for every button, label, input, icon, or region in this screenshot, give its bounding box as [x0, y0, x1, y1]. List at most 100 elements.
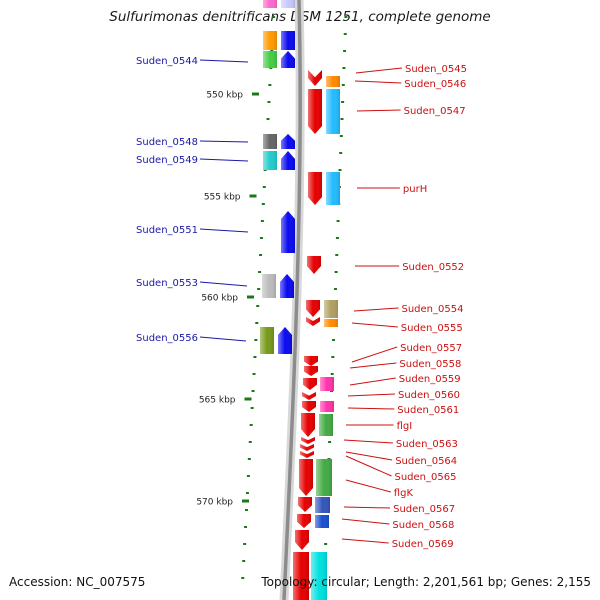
reverse-gene-arrow-shade — [300, 444, 314, 451]
gene-box-shade — [320, 377, 334, 391]
reverse-gene-arrow-shade — [303, 378, 317, 390]
leader-line-right — [347, 393, 396, 397]
gene-label-right: Suden_0565 — [395, 472, 457, 483]
guide-dot — [245, 509, 249, 511]
reverse-gene-arrow-shade — [295, 530, 309, 550]
gene-box-shade — [262, 274, 276, 298]
scale-tick — [252, 92, 259, 96]
guide-dot — [259, 254, 263, 256]
accession-text: Accession: NC_007575 — [9, 575, 146, 589]
leader-line-right — [343, 439, 393, 444]
gene-box-shade — [326, 76, 340, 87]
forward-gene-arrow-shade — [280, 274, 294, 298]
gene-label-right: Suden_0561 — [397, 405, 459, 416]
leader-line-left — [199, 140, 249, 143]
gene-label-right: flgI — [397, 421, 413, 432]
guide-dot — [246, 475, 250, 477]
guide-dot — [341, 84, 345, 86]
gene-label-right: purH — [403, 184, 427, 195]
gene-box-shade — [315, 497, 330, 513]
gene-box-shade — [326, 172, 340, 205]
guide-dot — [258, 271, 262, 273]
guide-dot — [335, 237, 339, 239]
leader-line-left — [199, 59, 249, 63]
gene-label-right: Suden_0554 — [402, 304, 464, 315]
guide-dot — [330, 373, 334, 375]
guide-dot — [343, 50, 347, 52]
reverse-gene-arrow-shade — [302, 401, 316, 412]
reverse-gene-arrow-shade — [308, 70, 322, 86]
leader-line-right — [353, 307, 399, 312]
gene-box-shade — [263, 51, 277, 68]
gene-label-right: Suden_0563 — [396, 439, 458, 450]
gene-label-left: Suden_0556 — [136, 333, 198, 344]
guide-dot — [260, 220, 264, 222]
gene-label-left: Suden_0551 — [136, 225, 198, 236]
forward-gene-arrow-shade — [278, 327, 292, 354]
gene-label-right: Suden_0557 — [400, 343, 462, 354]
guide-dot — [268, 84, 272, 86]
gene-label-right: Suden_0569 — [392, 539, 454, 550]
leader-line-right — [345, 479, 391, 493]
leader-line-right — [345, 451, 393, 461]
gene-box-shade — [263, 0, 277, 8]
reverse-gene-arrow-shade — [298, 497, 312, 512]
gene-label-left: Suden_0548 — [136, 137, 198, 148]
guide-dot — [342, 67, 346, 69]
gene-box-shade — [324, 300, 338, 318]
guide-dot — [254, 339, 258, 341]
leader-line-right — [351, 322, 398, 328]
guide-dot — [257, 288, 261, 290]
guide-dot — [241, 577, 245, 579]
reverse-gene-arrow-shade — [304, 356, 318, 366]
guide-dot — [252, 373, 256, 375]
leader-line-right — [355, 67, 403, 74]
guide-dot — [250, 407, 254, 409]
guide-dot — [339, 135, 343, 137]
guide-dot — [245, 492, 249, 494]
leader-line-right — [341, 518, 390, 525]
guide-dot — [332, 339, 336, 341]
scale-tick-label: 560 kbp — [201, 294, 238, 304]
gene-label-right: Suden_0552 — [402, 262, 464, 273]
guide-dot — [251, 390, 255, 392]
gene-box-shade — [326, 89, 340, 134]
guide-dot — [344, 16, 348, 18]
guide-dot — [261, 203, 265, 205]
leader-line-right — [349, 362, 397, 369]
topology-text: Topology: circular; Length: 2,201,561 bp… — [261, 575, 591, 589]
gene-box-shade — [263, 134, 277, 149]
leader-line-right — [345, 455, 392, 477]
reverse-gene-arrow-shade — [307, 256, 321, 274]
leader-line-right — [341, 538, 389, 544]
guide-dot — [324, 543, 328, 545]
guide-dot — [328, 441, 332, 443]
leader-line-right — [354, 80, 402, 84]
gene-box-shade — [260, 327, 274, 354]
leader-line-right — [356, 109, 401, 112]
guide-dot — [339, 152, 343, 154]
gene-box-shade — [324, 319, 338, 327]
guide-dot — [255, 322, 259, 324]
forward-gene-arrow-shade — [281, 151, 295, 170]
gene-label-right: Suden_0567 — [393, 504, 455, 515]
gene-box-shade — [281, 0, 295, 8]
leader-line-right — [343, 506, 391, 509]
scale-tick — [247, 295, 254, 299]
forward-gene-arrow-shade — [281, 211, 295, 253]
guide-dot — [336, 220, 340, 222]
forward-gene-arrow-shade — [281, 51, 295, 68]
reverse-gene-arrow-shade — [304, 366, 318, 376]
reverse-gene-arrow-shade — [300, 451, 314, 458]
guide-dot — [256, 305, 260, 307]
guide-dot — [267, 101, 271, 103]
gene-label-right: Suden_0559 — [399, 374, 461, 385]
leader-line-right — [347, 407, 395, 410]
genome-backbone — [279, 0, 305, 600]
reverse-gene-arrow-shade — [297, 514, 311, 528]
scale-tick-label: 555 kbp — [204, 193, 241, 203]
gene-box-shade — [263, 31, 277, 50]
reverse-gene-arrow-shade — [306, 300, 320, 317]
reverse-gene-arrow-shade — [306, 317, 320, 326]
